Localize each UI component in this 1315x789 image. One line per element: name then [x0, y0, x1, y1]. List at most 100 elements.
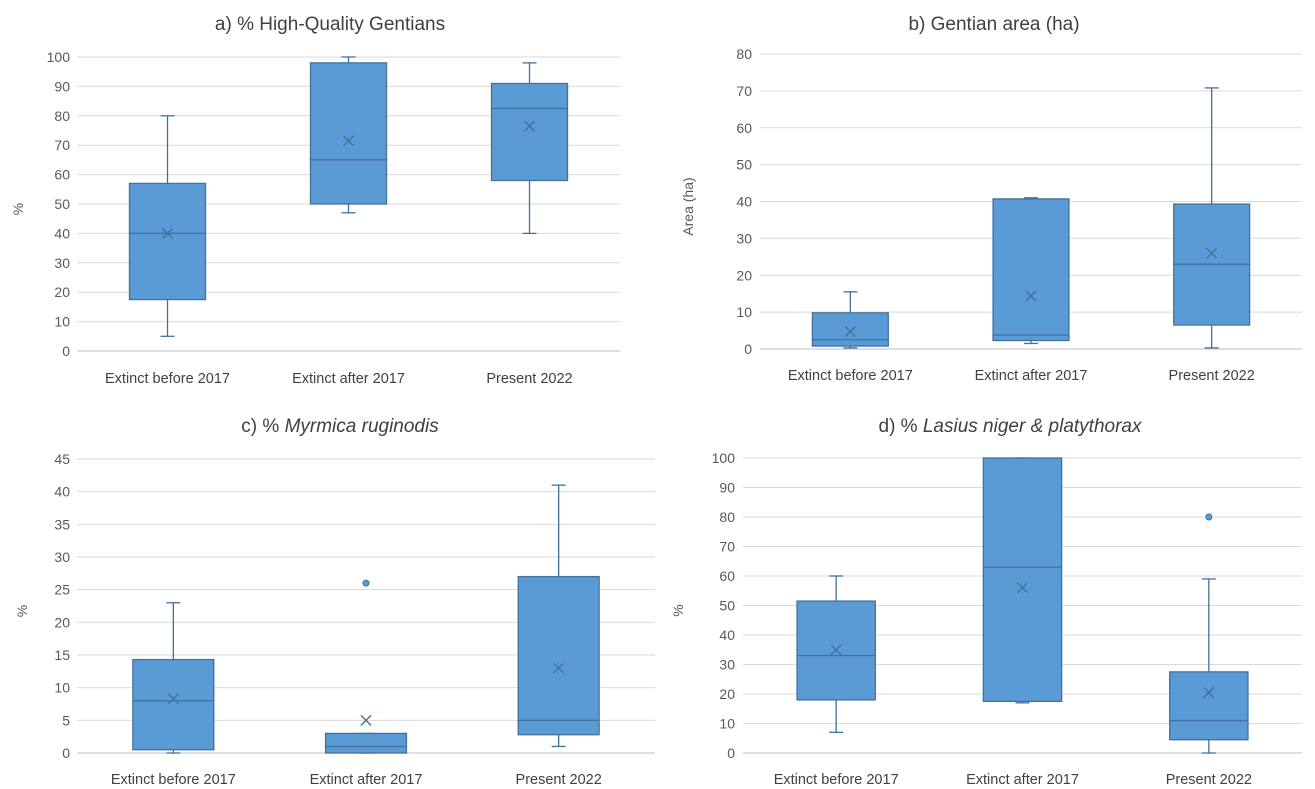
y-tick-label: 60	[54, 167, 70, 183]
y-tick-label: 80	[54, 108, 70, 124]
category-label: Present 2022	[516, 772, 602, 788]
mean-marker	[830, 644, 842, 656]
mean-marker-stroke	[162, 227, 173, 239]
y-tick-label: 20	[54, 614, 70, 630]
y-tick-label: 40	[736, 194, 752, 210]
panel-d: d) % Lasius niger & platythorax 0 10 20 30 40…	[670, 416, 1302, 788]
mean-marker	[1017, 582, 1028, 594]
category-label: Extinct before 2017	[774, 772, 899, 788]
y-tick-label: 30	[719, 657, 735, 673]
category-label: Present 2022	[1166, 772, 1252, 788]
mean-marker-stroke	[167, 693, 179, 705]
chart-title: a) % High-Quality Gentians	[215, 14, 445, 35]
category-label: Extinct after 2017	[975, 368, 1088, 384]
mean-marker	[1203, 687, 1215, 699]
mean-marker-stroke	[830, 644, 842, 656]
y-tick-label: 0	[62, 343, 70, 359]
mean-marker	[167, 693, 179, 705]
outlier-point	[1205, 513, 1213, 521]
mean-marker	[343, 135, 354, 147]
y-tick-label: 0	[727, 745, 735, 761]
y-tick-label: 20	[719, 686, 735, 702]
box	[1169, 671, 1249, 741]
y-axis-label: Area (ha)	[680, 177, 696, 235]
y-tick-label: 5	[62, 712, 70, 728]
mean-marker	[162, 227, 173, 239]
chart-title: b) Gentian area (ha)	[908, 14, 1079, 35]
y-tick-label: 10	[719, 716, 735, 732]
category-label: Extinct after 2017	[292, 371, 405, 387]
y-tick-label: 15	[54, 647, 70, 663]
y-tick-label: 30	[736, 230, 752, 246]
chart-title-part: Lasius niger & platythorax	[923, 416, 1143, 437]
y-axis-label: %	[10, 203, 26, 215]
chart-title-part: Myrmica ruginodis	[285, 416, 440, 437]
mean-marker-stroke	[1017, 582, 1028, 594]
y-tick-label: 35	[54, 516, 70, 532]
mean-marker-stroke	[1203, 687, 1215, 699]
y-tick-label: 70	[736, 83, 752, 99]
chart-title-part: a) % High-Quality Gentians	[215, 14, 445, 35]
y-axis-label: %	[670, 604, 686, 616]
category-label: Extinct before 2017	[105, 371, 230, 387]
box	[982, 457, 1063, 703]
chart-title: d) % Lasius niger & platythorax	[879, 416, 1143, 437]
y-tick-label: 100	[712, 450, 736, 466]
panel-b: b) Gentian area (ha) 0 10 20 30 40 50 60 70 80 Are…	[680, 14, 1302, 384]
y-tick-label: 40	[54, 225, 70, 241]
y-tick-label: 70	[719, 539, 735, 555]
y-tick-label: 20	[736, 267, 752, 283]
box	[324, 732, 408, 754]
mean-marker	[553, 662, 565, 674]
y-tick-label: 30	[54, 255, 70, 271]
box	[811, 312, 889, 347]
chart-title-part: d) %	[879, 416, 923, 437]
y-tick-label: 60	[736, 120, 752, 136]
category-label: Present 2022	[486, 371, 572, 387]
y-tick-label: 30	[54, 549, 70, 565]
y-tick-label: 25	[54, 582, 70, 598]
chart-title-part: c) %	[241, 416, 284, 437]
y-tick-label: 10	[54, 314, 70, 330]
chart-title: c) % Myrmica ruginodis	[241, 416, 439, 437]
y-tick-label: 50	[54, 196, 70, 212]
mean-marker-stroke	[1206, 247, 1218, 259]
y-tick-label: 40	[719, 627, 735, 643]
y-tick-label: 80	[719, 509, 735, 525]
y-tick-label: 40	[54, 484, 70, 500]
y-tick-label: 50	[719, 598, 735, 614]
panel-c: c) % Myrmica ruginodis 0 5 10 15 20 25 30 35 40 45…	[14, 416, 655, 788]
mean-marker	[360, 714, 372, 726]
mean-marker-stroke	[524, 120, 535, 132]
mean-marker	[1025, 290, 1037, 302]
y-tick-label: 90	[719, 480, 735, 496]
mean-marker-stroke	[360, 714, 372, 726]
panel-a: a) % High-Quality Gentians 0 10 20 30 40 50 60 7…	[10, 14, 620, 387]
y-tick-label: 90	[54, 78, 70, 94]
box	[128, 182, 207, 301]
y-tick-label: 80	[736, 46, 752, 62]
y-tick-label: 60	[719, 568, 735, 584]
category-label: Extinct before 2017	[111, 772, 236, 788]
chart-title-part: b) Gentian area (ha)	[908, 14, 1079, 35]
mean-marker	[1206, 247, 1218, 259]
y-tick-label: 0	[744, 341, 752, 357]
y-tick-label: 45	[54, 451, 70, 467]
y-tick-label: 0	[62, 745, 70, 761]
mean-marker	[844, 326, 856, 338]
y-tick-label: 10	[736, 304, 752, 320]
outlier-point	[362, 579, 370, 587]
y-tick-label: 100	[47, 49, 71, 65]
box	[517, 575, 600, 736]
category-label: Extinct after 2017	[966, 772, 1079, 788]
category-label: Present 2022	[1169, 368, 1255, 384]
y-axis-label: %	[14, 605, 30, 617]
mean-marker	[524, 120, 535, 132]
box	[992, 198, 1070, 342]
mean-marker-stroke	[1025, 290, 1037, 302]
category-label: Extinct after 2017	[310, 772, 423, 788]
category-label: Extinct before 2017	[788, 368, 913, 384]
y-tick-label: 70	[54, 137, 70, 153]
y-tick-label: 10	[54, 680, 70, 696]
